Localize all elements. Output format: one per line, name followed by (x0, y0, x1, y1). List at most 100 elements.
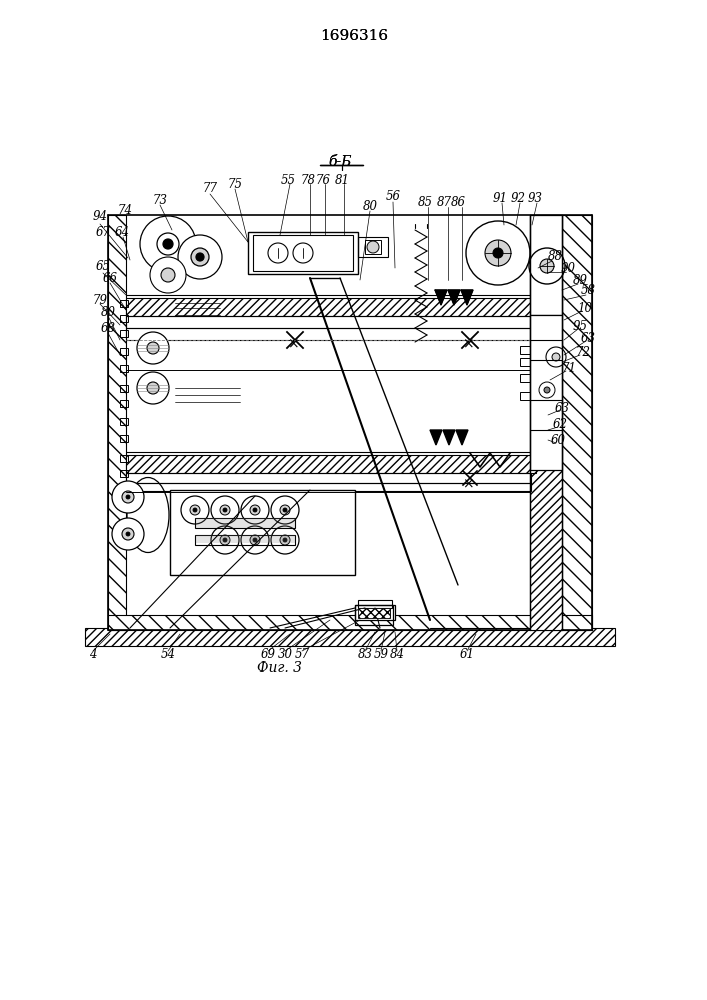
Text: Фиг. 3: Фиг. 3 (257, 661, 303, 675)
Bar (360, 608, 390, 616)
Text: 85: 85 (418, 196, 433, 210)
Text: 64: 64 (115, 226, 129, 238)
Bar (126, 483, 531, 491)
Circle shape (196, 253, 204, 261)
Circle shape (178, 235, 222, 279)
Text: 86: 86 (450, 196, 465, 210)
Text: 80: 80 (363, 200, 378, 214)
Text: 62: 62 (552, 418, 568, 430)
Text: 59: 59 (373, 648, 389, 662)
Bar (126, 473, 531, 483)
Circle shape (253, 508, 257, 512)
Circle shape (161, 268, 175, 282)
Circle shape (546, 347, 566, 367)
Bar (520, 392, 530, 400)
Circle shape (193, 508, 197, 512)
Circle shape (137, 332, 169, 364)
Circle shape (253, 538, 257, 542)
Text: 30: 30 (278, 648, 293, 662)
Text: 55: 55 (281, 174, 296, 186)
Text: ×: × (287, 338, 299, 352)
Text: 77: 77 (202, 182, 218, 196)
Text: 78: 78 (300, 174, 315, 186)
Text: 81: 81 (334, 174, 349, 186)
Text: 94: 94 (93, 211, 107, 224)
Circle shape (112, 518, 144, 550)
Circle shape (271, 526, 299, 554)
Text: 1696316: 1696316 (320, 29, 388, 43)
Circle shape (283, 508, 287, 512)
Circle shape (241, 526, 269, 554)
Circle shape (181, 496, 209, 524)
Bar (126, 316, 531, 328)
Circle shape (150, 257, 186, 293)
Bar (358, 608, 390, 618)
Bar (358, 600, 392, 608)
Text: 54: 54 (160, 648, 175, 662)
Circle shape (250, 535, 260, 545)
Polygon shape (430, 430, 442, 445)
Text: 72: 72 (575, 346, 590, 359)
Bar (120, 455, 128, 462)
Circle shape (367, 241, 379, 253)
Polygon shape (461, 290, 473, 305)
Bar (120, 348, 128, 355)
Text: б-Б: б-Б (328, 155, 352, 169)
Text: 90: 90 (561, 261, 575, 274)
Text: 76: 76 (315, 174, 330, 186)
Text: 89: 89 (573, 273, 588, 286)
Bar (195, 535, 295, 545)
Circle shape (122, 491, 134, 503)
Circle shape (140, 216, 196, 272)
Text: 93: 93 (527, 192, 542, 206)
Text: 75: 75 (228, 178, 243, 192)
Circle shape (122, 528, 134, 540)
Text: 61: 61 (460, 648, 474, 662)
Text: 83: 83 (358, 648, 373, 662)
Circle shape (157, 233, 179, 255)
Circle shape (283, 538, 287, 542)
Circle shape (191, 248, 209, 266)
Text: 68: 68 (100, 322, 115, 334)
Circle shape (485, 240, 511, 266)
Polygon shape (448, 290, 460, 305)
Bar (520, 346, 530, 354)
Bar (365, 240, 381, 254)
Polygon shape (456, 430, 468, 445)
Bar (358, 237, 388, 257)
Bar (120, 418, 128, 425)
Bar (562, 215, 592, 630)
Circle shape (552, 353, 560, 361)
Bar (108, 615, 592, 630)
Bar (126, 328, 531, 340)
Circle shape (268, 243, 288, 263)
Circle shape (540, 259, 554, 273)
Text: 87: 87 (436, 196, 452, 210)
Text: 92: 92 (510, 192, 525, 206)
Circle shape (147, 342, 159, 354)
Circle shape (112, 481, 144, 513)
Text: 80: 80 (100, 306, 115, 318)
Text: 56: 56 (385, 190, 400, 202)
Circle shape (223, 508, 227, 512)
Bar (355, 605, 393, 625)
Bar (126, 298, 536, 316)
Polygon shape (443, 430, 455, 445)
Text: 73: 73 (153, 194, 168, 207)
Circle shape (126, 495, 130, 499)
Circle shape (163, 239, 173, 249)
Circle shape (539, 382, 555, 398)
Text: ×: × (462, 338, 474, 352)
Text: 4: 4 (89, 648, 97, 662)
Text: 79: 79 (93, 294, 107, 306)
Bar (195, 518, 295, 528)
Bar (248, 232, 358, 274)
Circle shape (223, 538, 227, 542)
Text: 88: 88 (547, 250, 563, 263)
Circle shape (190, 505, 200, 515)
Text: 91: 91 (493, 192, 508, 206)
Bar (530, 215, 562, 630)
Bar (530, 215, 562, 315)
Circle shape (271, 496, 299, 524)
Circle shape (241, 496, 269, 524)
